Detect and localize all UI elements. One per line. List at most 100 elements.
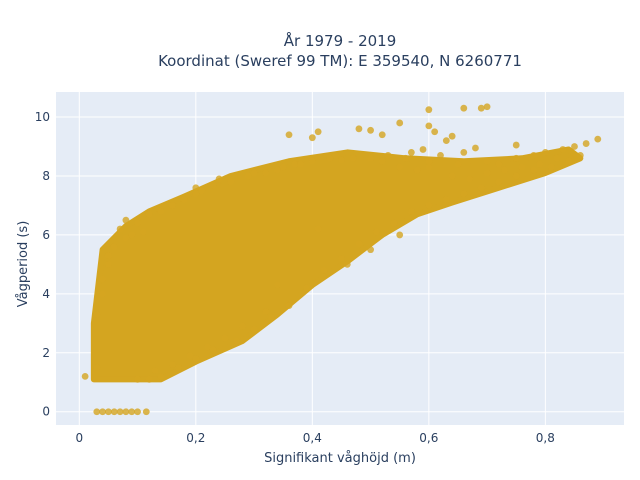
y-tick-label: 4 [42,287,50,301]
data-point [582,140,590,147]
data-point [279,163,287,171]
x-axis-title: Signifikant våghöjd (m) [264,451,416,466]
data-point [495,160,503,168]
data-point [477,104,485,112]
data-point [314,128,322,136]
data-point [367,246,374,254]
y-tick-label: 6 [42,228,50,242]
data-point [215,175,223,183]
data-point [501,166,508,174]
data-point [192,355,200,363]
data-point [495,178,503,186]
data-point [425,157,433,165]
data-point [285,131,293,139]
data-point [204,343,211,351]
data-point [134,375,141,383]
data-point [81,372,89,380]
x-tick-label: 0,6 [419,431,438,445]
data-point [139,228,147,236]
data-point [460,190,468,198]
data-point [303,284,310,292]
data-point [472,144,479,152]
data-point [571,143,578,150]
data-point [425,122,433,130]
chart-title-line-2: Koordinat (Sweref 99 TM): E 359540, N 62… [158,52,522,70]
data-point [541,149,549,156]
data-point [151,367,159,374]
data-point [93,364,101,371]
data-point [559,146,567,153]
data-point [116,225,124,233]
x-tick-label: 0 [75,431,83,445]
y-tick-label: 10 [35,110,50,124]
data-point [122,408,130,416]
data-point [407,149,415,156]
data-point [512,172,520,180]
data-point [209,346,217,354]
data-point [338,156,345,164]
data-point [396,231,404,239]
data-point [565,157,573,165]
data-point [448,172,456,180]
data-point [355,240,363,248]
y-tick-label: 2 [42,346,50,360]
data-point [134,408,141,416]
data-point [483,169,491,177]
data-point [99,408,107,416]
x-tick-label: 0,8 [536,431,555,445]
data-point [402,154,409,162]
data-point [297,160,305,168]
data-point [378,131,386,139]
chart-title-line-1: År 1979 - 2019 [284,31,397,50]
data-point [128,408,136,416]
data-point [262,308,270,315]
data-point [192,190,200,198]
data-point [291,160,299,168]
data-point [576,151,584,159]
data-point [477,184,485,192]
data-point [186,352,194,360]
data-point [373,228,380,236]
data-point [105,260,112,268]
data-point [332,151,340,159]
data-point [419,146,427,153]
data-point [233,337,240,345]
data-point [448,132,456,140]
data-point [145,210,153,218]
data-point [122,234,130,242]
data-point [413,166,421,174]
data-points [81,103,602,416]
data-point [396,163,404,171]
data-point [99,275,107,283]
data-point [407,207,415,215]
data-point [460,149,468,156]
data-point [180,196,188,203]
data-point [530,166,538,174]
data-point [442,196,450,203]
data-point [483,103,491,111]
data-point [367,126,374,134]
data-point [454,160,462,168]
data-point [425,163,433,171]
data-point [142,408,150,416]
data-point [431,128,439,136]
data-point [239,322,246,330]
data-point [273,166,281,174]
data-point [530,151,538,159]
data-point [349,154,357,162]
data-point [268,314,275,321]
data-point [244,172,252,180]
data-point [390,219,398,227]
data-point [384,151,392,159]
data-point [314,225,322,233]
data-point [174,364,182,371]
y-tick-label: 0 [42,405,50,419]
data-point [512,141,520,149]
data-point [378,157,386,165]
y-tick-label: 8 [42,169,50,183]
data-point [536,160,543,168]
data-point [466,175,474,183]
data-point [157,207,165,215]
data-point [250,325,258,333]
